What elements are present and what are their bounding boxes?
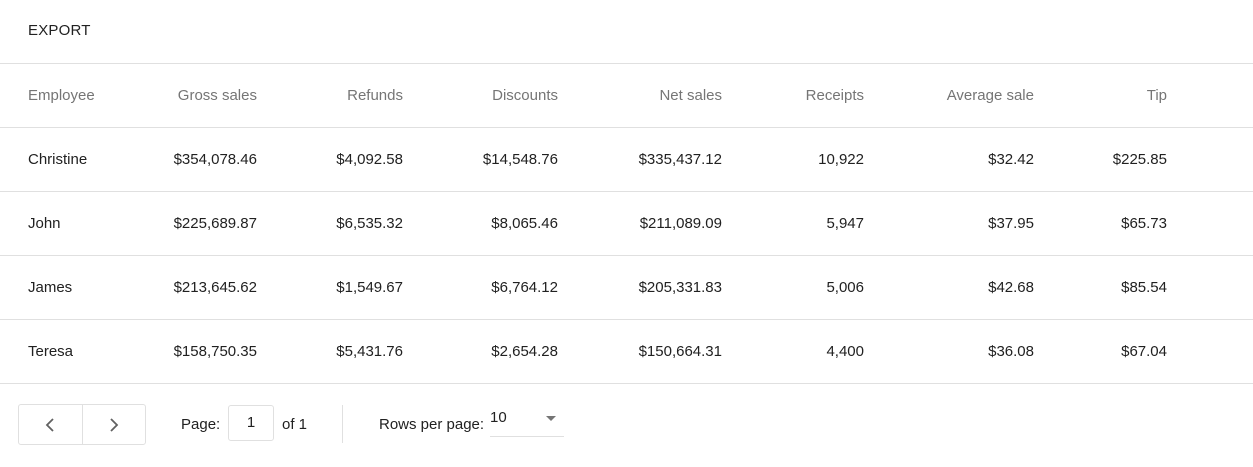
cell-tip: $65.73	[1121, 215, 1167, 232]
cell-net-sales: $211,089.09	[639, 215, 722, 232]
cell-tip: $85.54	[1121, 279, 1167, 296]
rows-per-page-select[interactable]: 10	[490, 408, 564, 437]
page-count: of 1	[282, 416, 308, 433]
cell-tip: $225.85	[1112, 151, 1167, 168]
column-header-employee[interactable]: Employee	[28, 87, 95, 104]
column-header-discounts[interactable]: Discounts	[492, 87, 558, 104]
employee-sales-table: Employee Gross sales Refunds Discounts Net s…	[0, 63, 1253, 384]
cell-discounts: $8,065.46	[491, 215, 558, 232]
chevron-left-icon	[45, 417, 54, 432]
cell-net-sales: $150,664.31	[638, 343, 722, 360]
table-row: Christine $354,078.46 $4,092.58 $14,548.76 $…	[0, 127, 1253, 192]
cell-net-sales: $205,331.83	[638, 279, 722, 296]
table-row: John $225,689.87 $6,535.32 $8,065.46 $211,08…	[0, 191, 1253, 256]
cell-net-sales: $335,437.12	[638, 151, 722, 168]
cell-receipts: 5,947	[826, 215, 864, 232]
cell-receipts: 5,006	[826, 279, 864, 296]
cell-refunds: $1,549.67	[336, 279, 403, 296]
next-page-button[interactable]	[81, 405, 146, 444]
rows-per-page-value: 10	[490, 409, 507, 426]
cell-receipts: 10,922	[818, 151, 864, 168]
column-header-refunds[interactable]: Refunds	[347, 87, 403, 104]
export-button[interactable]: EXPORT	[28, 22, 91, 39]
page-number-input[interactable]: 1	[228, 405, 274, 441]
cell-employee: John	[28, 215, 61, 232]
previous-page-button[interactable]	[19, 405, 82, 444]
divider	[342, 405, 343, 443]
column-header-net-sales[interactable]: Net sales	[659, 87, 722, 104]
cell-receipts: 4,400	[826, 343, 864, 360]
cell-discounts: $14,548.76	[482, 151, 558, 168]
cell-average-sale: $36.08	[988, 343, 1034, 360]
cell-average-sale: $42.68	[988, 279, 1034, 296]
table-row: James $213,645.62 $1,549.67 $6,764.12 $205,3…	[0, 255, 1253, 320]
cell-gross-sales: $158,750.35	[173, 343, 257, 360]
cell-gross-sales: $354,078.46	[173, 151, 257, 168]
cell-refunds: $6,535.32	[336, 215, 403, 232]
cell-tip: $67.04	[1121, 343, 1167, 360]
cell-average-sale: $32.42	[988, 151, 1034, 168]
cell-employee: Christine	[28, 151, 88, 168]
cell-refunds: $5,431.76	[336, 343, 403, 360]
cell-employee: James	[28, 279, 73, 296]
rows-per-page-label: Rows per page:	[379, 416, 485, 433]
table-row: Teresa $158,750.35 $5,431.76 $2,654.28 $150,…	[0, 319, 1253, 384]
cell-refunds: $4,092.58	[336, 151, 403, 168]
column-header-receipts[interactable]: Receipts	[805, 87, 864, 104]
page-label: Page:	[181, 416, 221, 433]
table-header-row: Employee Gross sales Refunds Discounts Net s…	[0, 63, 1253, 128]
chevron-right-icon	[110, 417, 119, 432]
column-header-average-sale[interactable]: Average sale	[946, 87, 1034, 104]
cell-discounts: $6,764.12	[491, 279, 558, 296]
cell-gross-sales: $213,645.62	[173, 279, 257, 296]
dropdown-caret-icon	[546, 416, 556, 421]
pagination-buttons	[18, 404, 146, 445]
column-header-tip[interactable]: Tip	[1146, 87, 1167, 104]
cell-gross-sales: $225,689.87	[173, 215, 257, 232]
column-header-gross-sales[interactable]: Gross sales	[177, 87, 257, 104]
cell-average-sale: $37.95	[988, 215, 1034, 232]
cell-employee: Teresa	[28, 343, 74, 360]
cell-discounts: $2,654.28	[491, 343, 558, 360]
